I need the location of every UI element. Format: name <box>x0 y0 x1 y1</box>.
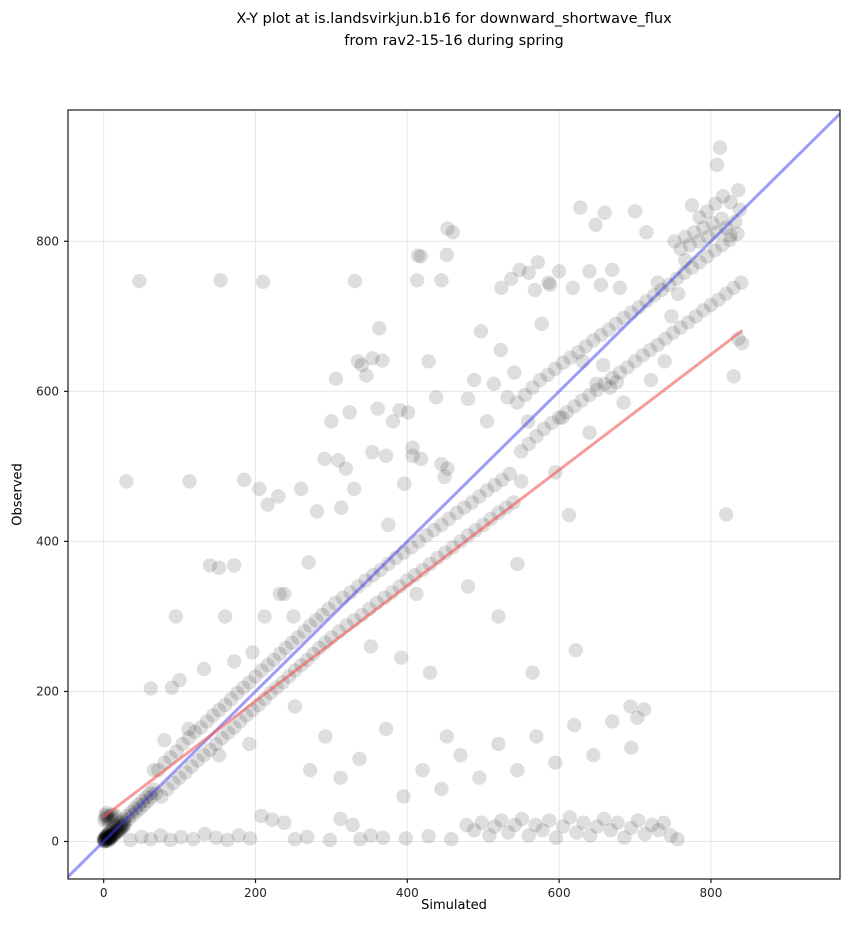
x-tick-label: 200 <box>244 886 267 900</box>
x-tick-label: 400 <box>396 886 419 900</box>
y-tick-label: 0 <box>51 834 59 848</box>
x-tick-label: 800 <box>700 886 723 900</box>
y-axis-label: Observed <box>10 463 26 526</box>
y-tick-label: 400 <box>36 534 59 548</box>
y-tick-label: 200 <box>36 684 59 698</box>
chart-title: X-Y plot at is.landsvirkjun.b16 for down… <box>68 8 840 52</box>
y-tick-label: 600 <box>36 384 59 398</box>
x-axis-label: Simulated <box>421 898 487 913</box>
y-tick-label: 800 <box>36 234 59 248</box>
x-tick-label: 0 <box>100 886 108 900</box>
chart-title-line1: X-Y plot at is.landsvirkjun.b16 for down… <box>236 11 672 27</box>
chart-title-line2: from rav2-15-16 during spring <box>344 33 564 49</box>
x-tick-label: 600 <box>548 886 571 900</box>
